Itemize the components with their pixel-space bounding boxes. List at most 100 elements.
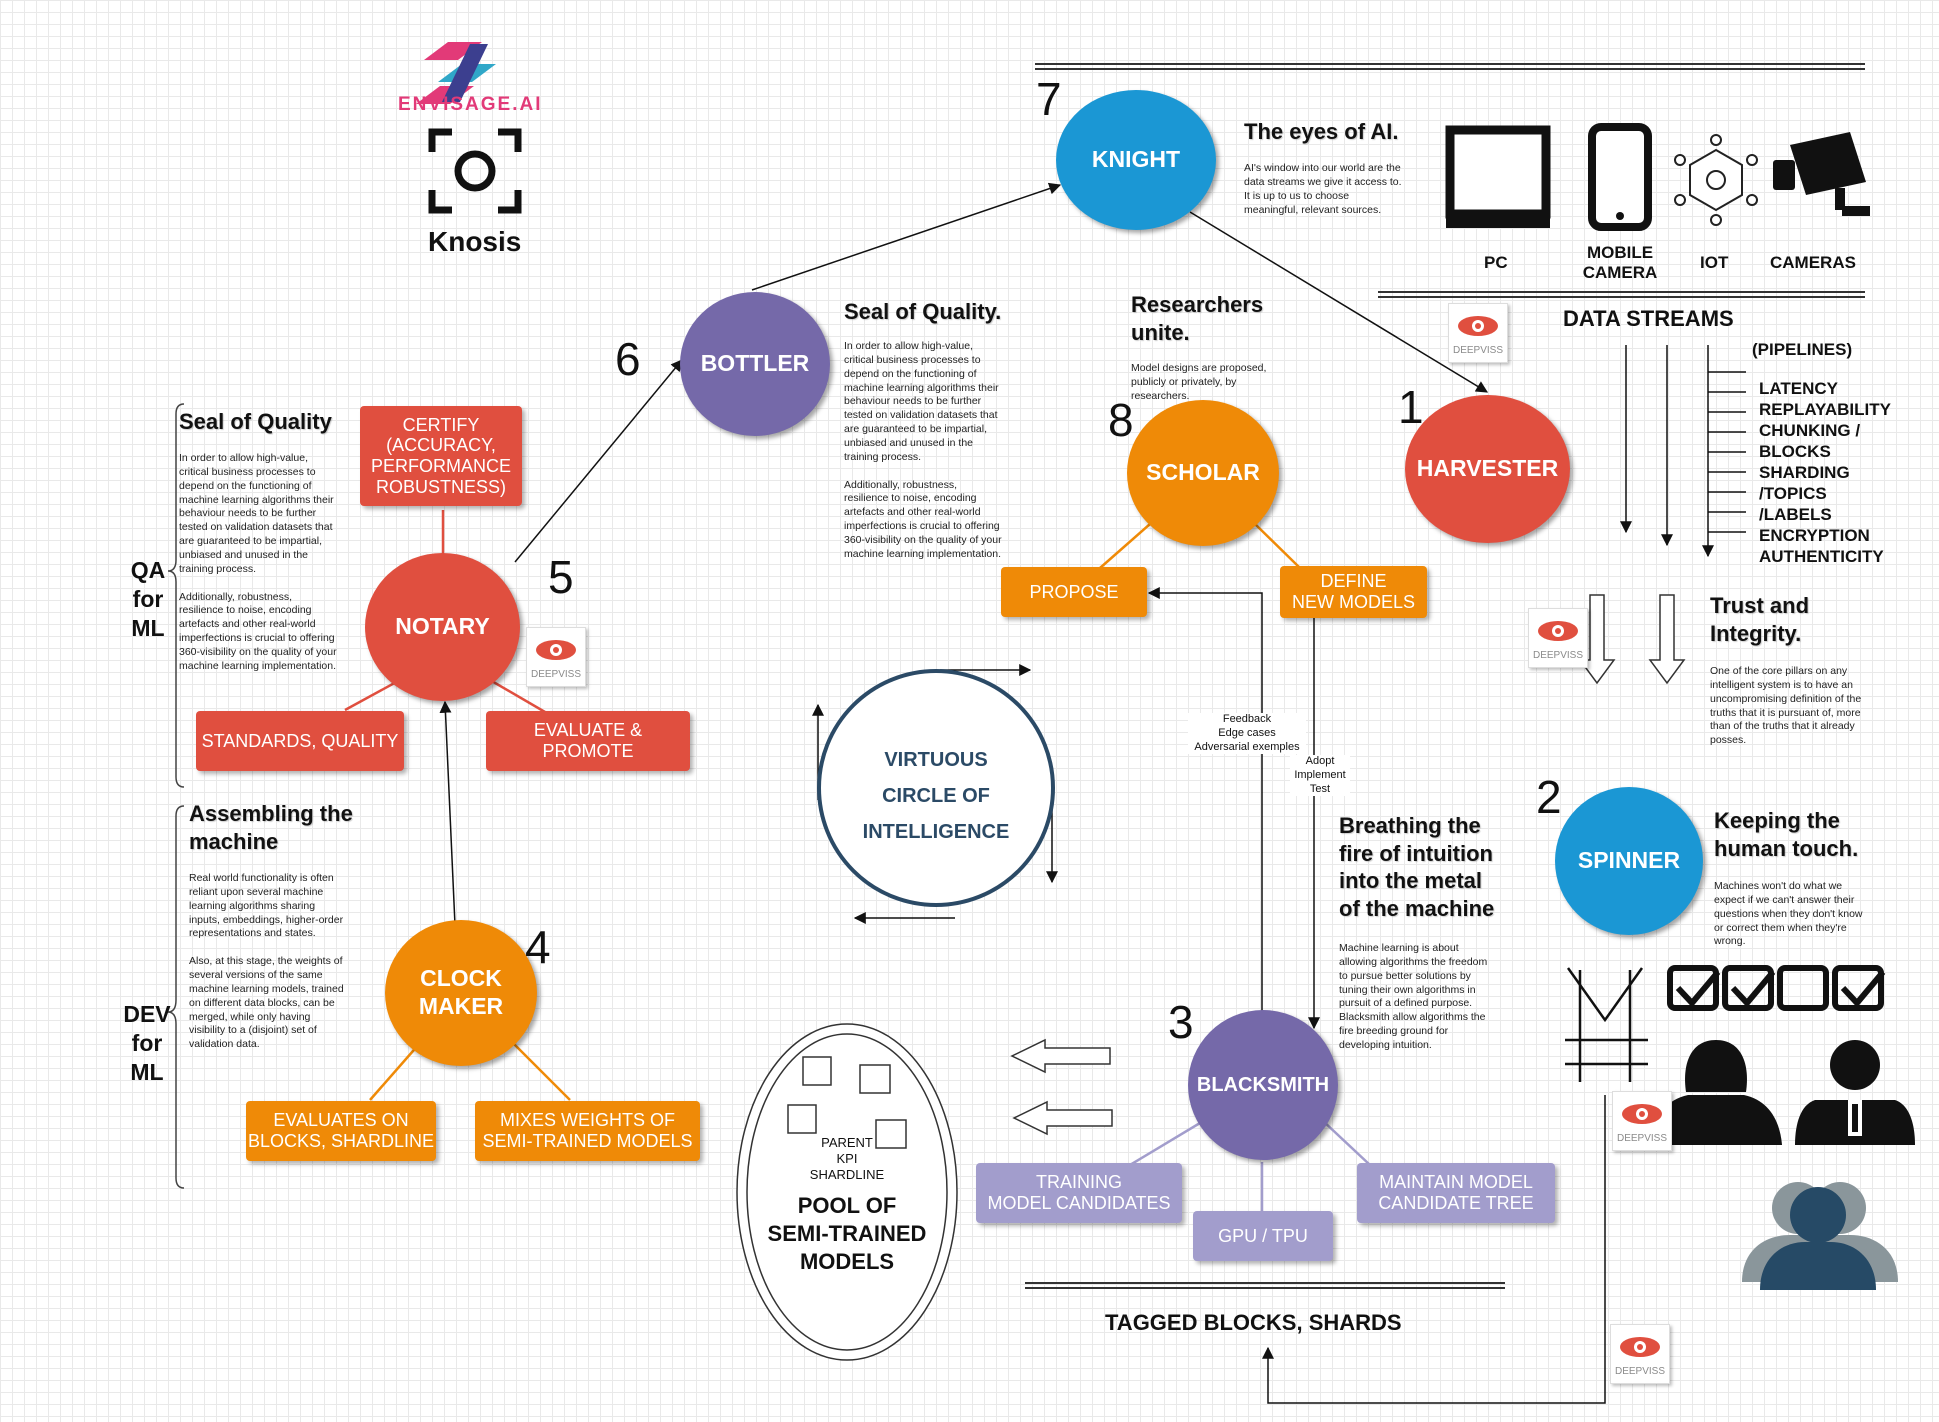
node-harvester[interactable]: HARVESTER bbox=[1405, 395, 1570, 543]
brand-name: ENVISAGE.AI bbox=[398, 94, 543, 115]
heading-assembling: Assembling the machine bbox=[189, 800, 353, 855]
text-breathing: Machine learning is about allowing algor… bbox=[1339, 942, 1488, 1052]
box-standards-quality[interactable]: STANDARDS, QUALITY bbox=[196, 711, 404, 771]
stream-item: /LABELS bbox=[1759, 505, 1832, 524]
deepviss-eye-icon bbox=[1620, 1337, 1660, 1357]
device-label-mobile-line-1: MOBILE bbox=[1586, 243, 1654, 262]
box-define-new-models[interactable]: DEFINE NEW MODELS bbox=[1280, 566, 1427, 618]
pool-small-text: PARENT KPI SHARDLINE bbox=[797, 1135, 897, 1183]
box-training-candidates[interactable]: TRAINING MODEL CANDIDATES bbox=[976, 1163, 1182, 1223]
box-certify[interactable]: CERTIFY (ACCURACY, PERFORMANCE ROBUSTNES… bbox=[360, 406, 522, 506]
node-bottler[interactable]: BOTTLER bbox=[680, 292, 830, 436]
device-label-mobile: MOBILE CAMERA bbox=[1580, 243, 1660, 283]
device-label-mobile-line-2: CAMERA bbox=[1582, 263, 1658, 282]
text-seal-of-quality-left: In order to allow high-value, critical b… bbox=[179, 452, 337, 672]
heading-eyes-of-ai: The eyes of AI. bbox=[1244, 119, 1399, 144]
stream-item: /TOPICS bbox=[1759, 484, 1827, 503]
hollow-arrow-2 bbox=[1012, 1100, 1113, 1136]
side-label-dev-line-1: DEV bbox=[123, 1001, 171, 1027]
hollow-arrow-1 bbox=[1010, 1038, 1111, 1074]
side-label-dev-line-2: for bbox=[131, 1029, 163, 1056]
top-rule bbox=[1035, 63, 1865, 70]
heading-researchers-line-1: Researchers bbox=[1131, 292, 1264, 317]
box-propose[interactable]: PROPOSE bbox=[1001, 567, 1147, 617]
heading-keeping-line-2: human touch. bbox=[1714, 835, 1859, 861]
heading-seal-of-quality-left: Seal of Quality bbox=[179, 409, 332, 434]
device-label-cameras: CAMERAS bbox=[1770, 253, 1856, 272]
note-adopt: Adopt Implement Test bbox=[1290, 755, 1350, 797]
heading-breathing-line-1: Breathing the bbox=[1339, 813, 1481, 838]
step-number-8: 8 bbox=[1108, 394, 1134, 446]
pool-title: POOL OF SEMI-TRAINED MODELS bbox=[757, 1192, 937, 1276]
stream-item: SHARDING bbox=[1759, 463, 1850, 482]
product-name: Knosis bbox=[428, 226, 522, 257]
heading-trust: Trust and Integrity. bbox=[1710, 592, 1809, 647]
data-streams-title: DATA STREAMS bbox=[1563, 306, 1734, 331]
note-feedback: Feedback Edge cases Adversarial exemples bbox=[1188, 713, 1306, 755]
node-notary-label: NOTARY bbox=[395, 613, 490, 640]
user-group-icon bbox=[1742, 1182, 1898, 1290]
box-training-line-1: TRAINING bbox=[1035, 1172, 1122, 1193]
node-harvester-label: HARVESTER bbox=[1416, 455, 1559, 482]
box-certify-line-4: ROBUSTNESS) bbox=[375, 476, 507, 497]
stream-item: REPLAYABILITY bbox=[1759, 400, 1891, 419]
heading-keeping: Keeping the human touch. bbox=[1714, 807, 1858, 862]
deepviss-badge: DEEPVISS bbox=[526, 627, 586, 687]
note-adopt-line: Test bbox=[1309, 782, 1331, 795]
node-knight-label: KNIGHT bbox=[1091, 146, 1181, 173]
step-number-5: 5 bbox=[548, 551, 574, 603]
streams-rule bbox=[1378, 291, 1865, 298]
iot-network-icon bbox=[1674, 134, 1758, 226]
stream-item: ENCRYPTION bbox=[1759, 526, 1870, 545]
virtuous-line-2: CIRCLE OF bbox=[882, 785, 990, 807]
heading-assembling-line-1: Assembling the bbox=[189, 801, 353, 826]
note-feedback-line: Adversarial exemples bbox=[1194, 740, 1300, 753]
arrow-blacksmith-propose bbox=[1147, 587, 1263, 1015]
box-define-line-1: DEFINE bbox=[1320, 571, 1387, 592]
heading-breathing: Breathing the fire of intuition into the… bbox=[1339, 812, 1494, 922]
device-label-pc: PC bbox=[1484, 253, 1508, 272]
node-scholar[interactable]: SCHOLAR bbox=[1127, 400, 1279, 546]
node-blacksmith[interactable]: BLACKSMITH bbox=[1188, 1010, 1338, 1160]
pool-title-line: SEMI-TRAINED bbox=[767, 1221, 927, 1246]
node-blacksmith-label: BLACKSMITH bbox=[1196, 1074, 1330, 1096]
arrow-bottler-knight bbox=[751, 182, 1062, 291]
side-label-dev-line-3: ML bbox=[130, 1058, 164, 1085]
deepviss-eye-icon bbox=[536, 640, 576, 660]
text-seal-of-quality-right: In order to allow high-value, critical b… bbox=[844, 340, 1002, 560]
deepviss-badge: DEEPVISS bbox=[1528, 608, 1588, 668]
stream-item: CHUNKING / bbox=[1759, 421, 1861, 440]
node-scholar-label: SCHOLAR bbox=[1146, 459, 1260, 486]
stream-item: LATENCY bbox=[1759, 379, 1839, 398]
node-knight[interactable]: KNIGHT bbox=[1056, 90, 1216, 230]
heading-seal-of-quality-right: Seal of Quality. bbox=[844, 299, 1002, 324]
box-certify-line-1: CERTIFY bbox=[402, 414, 480, 435]
heading-breathing-line-3: into the metal bbox=[1339, 868, 1483, 893]
box-evaluate-promote[interactable]: EVALUATE & PROMOTE bbox=[486, 711, 690, 771]
box-maintain-line-2: CANDIDATE TREE bbox=[1378, 1193, 1534, 1213]
deepviss-badge: DEEPVISS bbox=[1610, 1324, 1670, 1384]
stream-arrows bbox=[1620, 345, 1746, 558]
node-notary[interactable]: NOTARY bbox=[365, 553, 520, 701]
text-researchers: Model designs are proposed, publicly or … bbox=[1131, 362, 1267, 402]
note-adopt-line: Adopt bbox=[1305, 755, 1335, 767]
note-feedback-line: Feedback bbox=[1222, 713, 1272, 725]
step-number-7: 7 bbox=[1036, 73, 1062, 125]
box-maintain-tree[interactable]: MAINTAIN MODEL CANDIDATE TREE bbox=[1357, 1163, 1555, 1223]
pool-small-line: KPI bbox=[836, 1151, 858, 1166]
box-gpu-tpu[interactable]: GPU / TPU bbox=[1193, 1211, 1333, 1261]
heading-keeping-line-1: Keeping the bbox=[1714, 808, 1840, 833]
virtuous-line-3: INTELLIGENCE bbox=[862, 821, 1010, 843]
note-adopt-line: Implement bbox=[1294, 768, 1346, 781]
box-mixes-weights[interactable]: MIXES WEIGHTS OF SEMI-TRAINED MODELS bbox=[475, 1101, 700, 1161]
node-spinner[interactable]: SPINNER bbox=[1555, 787, 1703, 935]
heading-breathing-line-4: of the machine bbox=[1339, 895, 1495, 921]
box-evaluates-blocks[interactable]: EVALUATES ON BLOCKS, SHARDLINE bbox=[246, 1101, 436, 1161]
stream-item: AUTHENTICITY bbox=[1759, 547, 1884, 566]
heading-trust-line-2: Integrity. bbox=[1710, 620, 1802, 646]
security-camera-icon bbox=[1773, 132, 1870, 216]
step-number-6: 6 bbox=[615, 333, 641, 385]
node-clockmaker-label-1: CLOCK bbox=[420, 965, 502, 992]
side-label-dev: DEV for ML bbox=[115, 1000, 179, 1086]
node-clockmaker[interactable]: CLOCK MAKER bbox=[385, 920, 537, 1066]
